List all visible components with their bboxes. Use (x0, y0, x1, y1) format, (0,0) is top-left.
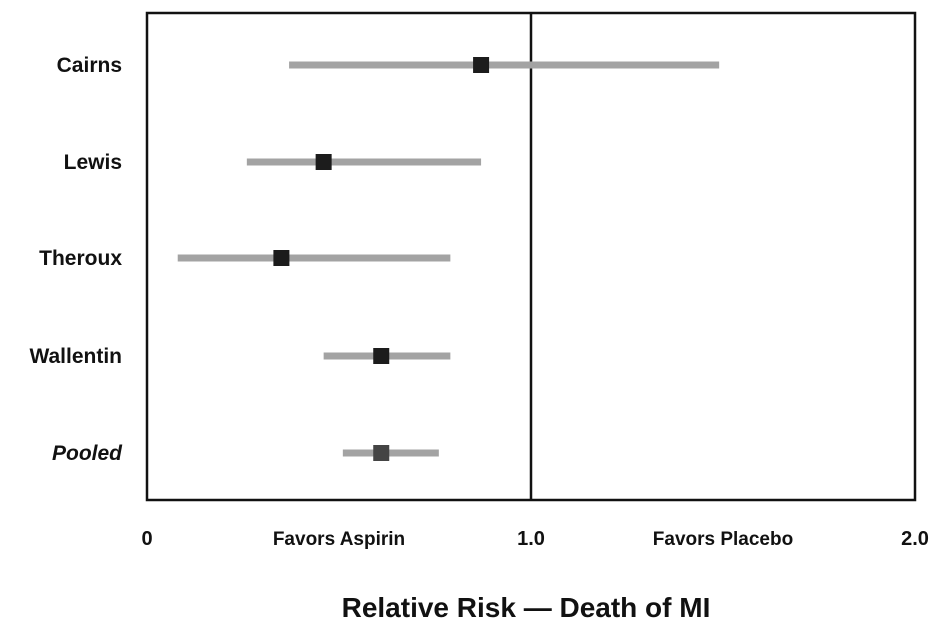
study-label-theroux: Theroux (39, 247, 122, 270)
estimate-marker-cairns (473, 57, 490, 73)
study-label-cairns: Cairns (57, 54, 122, 77)
study-marks (177, 57, 720, 461)
estimate-marker-theroux (273, 250, 290, 266)
study-labels: Cairns Lewis Theroux Wallentin Pooled (29, 54, 123, 465)
estimate-marker-pooled (373, 445, 390, 461)
favors-aspirin-label: Favors Aspirin (273, 529, 405, 550)
study-label-pooled: Pooled (52, 442, 123, 465)
estimate-marker-wallentin (373, 348, 390, 364)
x-axis: 0 1.0 2.0 Favors Aspirin Favors Placebo (141, 528, 928, 550)
study-label-wallentin: Wallentin (29, 345, 122, 368)
x-tick-label: 0 (141, 528, 152, 550)
x-tick-label: 1.0 (517, 528, 545, 550)
estimate-marker-lewis (315, 154, 332, 170)
x-axis-title: Relative Risk — Death of MI (342, 592, 711, 623)
study-label-lewis: Lewis (64, 151, 122, 174)
favors-placebo-label: Favors Placebo (653, 529, 793, 550)
x-tick-label: 2.0 (901, 528, 929, 550)
